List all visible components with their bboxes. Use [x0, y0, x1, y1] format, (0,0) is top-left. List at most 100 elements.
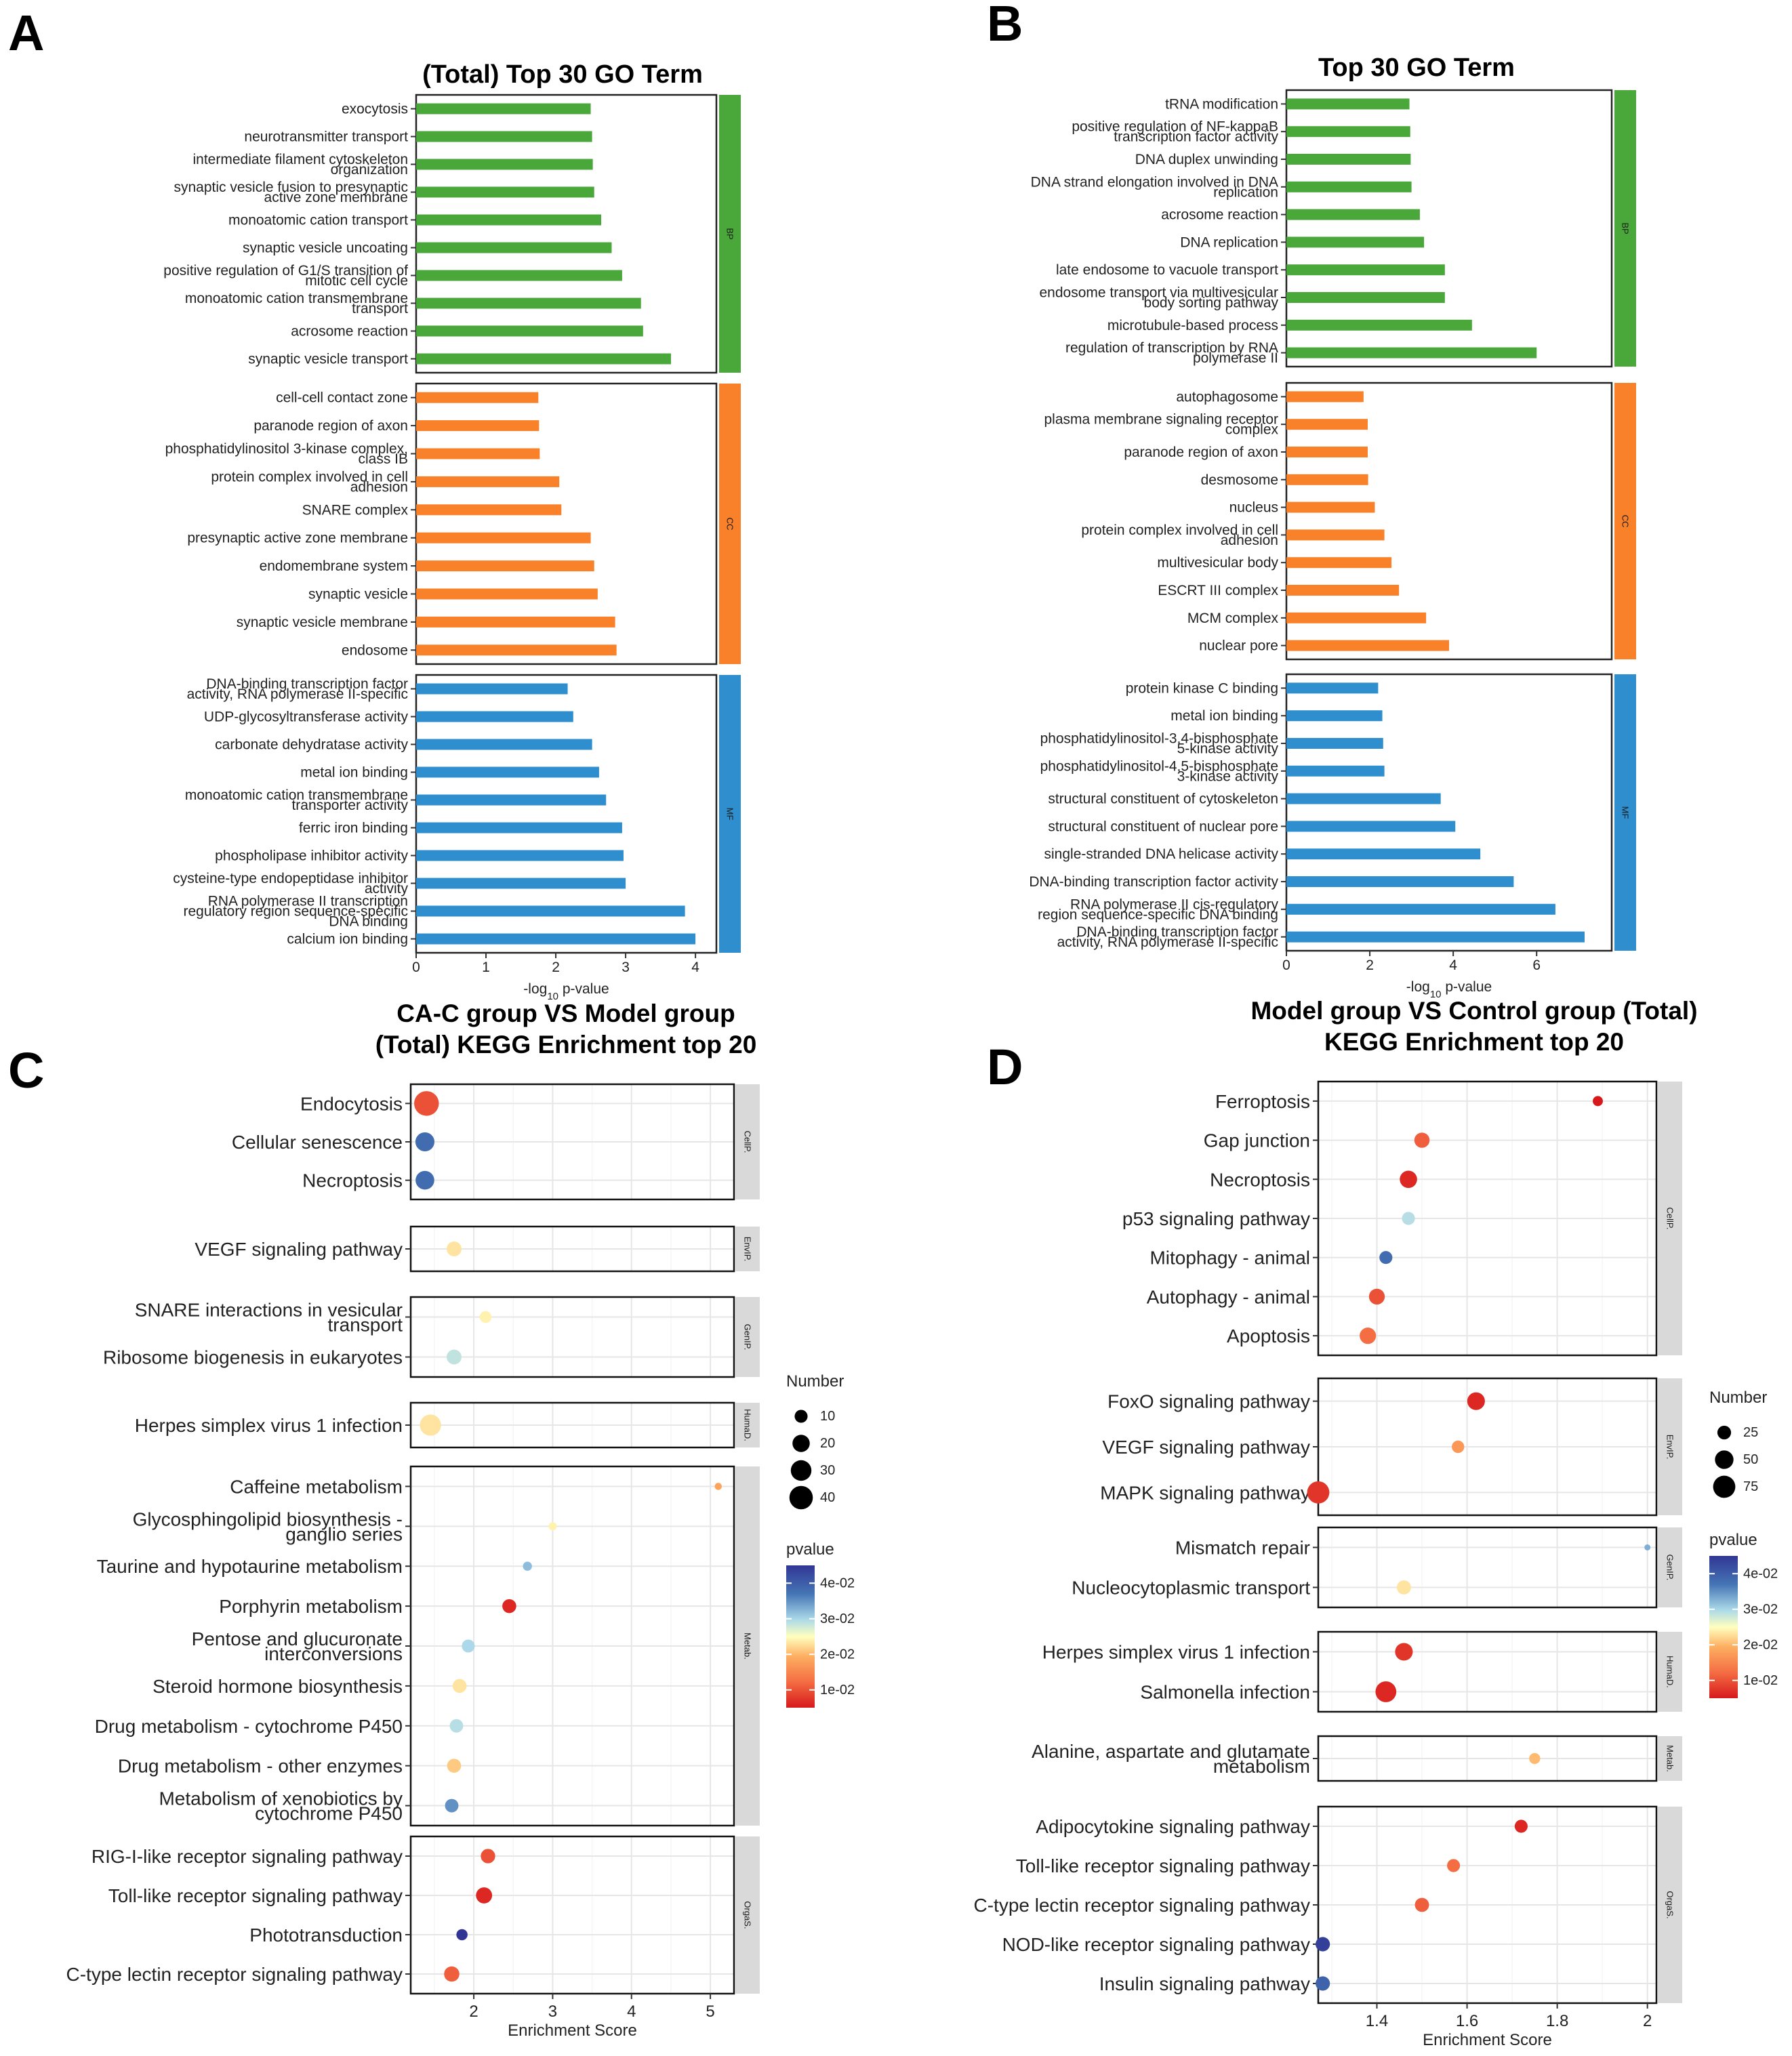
size-legend-label: 75 — [1743, 1479, 1758, 1494]
dot-mitophagy-animal — [1379, 1251, 1393, 1265]
pathway-label-line: Alanine, aspartate and glutamate — [1032, 1741, 1310, 1762]
bar-label: RNA polymerase II transcription regulator… — [183, 893, 408, 929]
x-tick-label: 1.8 — [1546, 2012, 1568, 2030]
bar-label-line: phosphatidylinositol-4,5-bisphosphate — [1040, 758, 1278, 774]
bar-paranode-region-of-axon — [1286, 447, 1368, 457]
facet-strip-label: CellP. — [743, 1130, 753, 1153]
pathway-label-line: Mitophagy - animal — [1149, 1247, 1310, 1268]
bar-label: cysteine-type endopeptidase inhibitor act… — [173, 871, 408, 897]
facet-bp: BP tRNA modification positive regulation o… — [1031, 89, 1636, 368]
facet-mf: MF protein kinase C binding metal ion bind… — [1029, 673, 1636, 952]
pathway-label: Taurine and hypotaurine metabolism — [97, 1556, 403, 1577]
pathway-label: Salmonella infection — [1140, 1681, 1310, 1702]
facet-background — [1318, 1527, 1656, 1607]
x-axis-label: Enrichment Score — [508, 2021, 637, 2040]
pathway-label: RIG-I-like receptor signaling pathway — [91, 1846, 403, 1867]
dot-porphyrin-metabolism — [502, 1599, 516, 1613]
pathway-label: Nucleocytoplasmic transport — [1072, 1577, 1310, 1598]
bar-label: late endosome to vacuole transport — [1056, 262, 1278, 278]
bar-label: phospholipase inhibitor activity — [215, 848, 408, 863]
bar-label: single-stranded DNA helicase activity — [1044, 846, 1279, 862]
x-axis: 2 3 4 5 Enrichment Score — [469, 1994, 715, 2040]
color-legend-label: 3e-02 — [1743, 1602, 1778, 1617]
facet-strip-label: BP — [1621, 222, 1631, 234]
bar-label: monoatomic cation transmembrane transport… — [185, 787, 409, 813]
bar-acrosome-reaction — [1286, 209, 1420, 220]
pathway-label-line: Mismatch repair — [1175, 1537, 1310, 1558]
bar-label-line: multivesicular body — [1157, 555, 1278, 571]
bar-paranode-region-of-axon — [416, 420, 539, 432]
pathway-label: Ferroptosis — [1215, 1090, 1310, 1111]
bar-label-line: acrosome reaction — [291, 323, 408, 339]
x-tick-label: 3 — [622, 960, 630, 975]
chart-title-line: Model group VS Control group (Total) — [1250, 997, 1697, 1025]
bar-label: protein kinase C binding — [1126, 680, 1278, 696]
facet-background — [411, 1836, 734, 1994]
bar-label-line: transporter activity — [291, 798, 408, 813]
facet-strip-label: BP — [725, 228, 735, 239]
facet-strip-label: EnvIP. — [743, 1237, 753, 1262]
bar-label-line: synaptic vesicle transport — [248, 351, 408, 367]
x-axis-label-part: -log — [1406, 979, 1430, 995]
pathway-label: Insulin signaling pathway — [1099, 1973, 1310, 1994]
x-tick-label: 4 — [1449, 958, 1457, 973]
bar-intermediate-filament-cytoskeleton-organization — [416, 159, 593, 170]
panel-a-bar-chart: (Total) Top 30 GO Term BP exocytosis neurot… — [163, 60, 741, 1002]
dot-insulin-signaling-pathway — [1316, 1976, 1330, 1991]
dot-herpes-simplex-virus-1-infection — [1395, 1643, 1413, 1661]
pathway-label: Steroid hormone biosynthesis — [152, 1675, 403, 1696]
bar-presynaptic-active-zone-membrane — [416, 532, 591, 543]
pathway-label-line: Drug metabolism - other enzymes — [118, 1755, 403, 1776]
bar-label-line: ESCRT III complex — [1158, 583, 1278, 598]
bar-label-line: complex — [1225, 422, 1279, 437]
x-tick-label: 1.4 — [1366, 2012, 1388, 2030]
bar-udp-glycosyltransferase-activity — [416, 711, 573, 722]
bar-label-line: body sorting pathway — [1144, 295, 1279, 310]
x-axis-label-part: p-value — [1442, 979, 1492, 995]
bar-label-line: 5-kinase activity — [1177, 741, 1279, 756]
color-legend-label: 4e-02 — [1743, 1566, 1778, 1581]
facet-envip: EnvIP. FoxO signaling pathway VEGF signali… — [1100, 1377, 1682, 1517]
pathway-label-line: Necroptosis — [1210, 1169, 1310, 1190]
bar-label: monoatomic cation transport — [228, 212, 408, 228]
size-legend-key — [789, 1485, 813, 1510]
bar-label-line: protein complex involved in cell — [211, 469, 408, 485]
dot-vegf-signaling-pathway — [1452, 1440, 1465, 1454]
facet-strip-label: HumaD. — [743, 1409, 753, 1441]
dot-phototransduction — [456, 1929, 468, 1941]
bar-carbonate-dehydratase-activity — [416, 739, 592, 750]
pathway-label-line: VEGF signaling pathway — [195, 1239, 403, 1260]
bar-endosome-transport-via-multivesicular-body-sorting-pathway — [1286, 292, 1445, 303]
color-legend-bar — [1709, 1556, 1738, 1698]
bar-label-line: DNA duplex unwinding — [1135, 152, 1278, 167]
bar-label-line: positive regulation of G1/S transition o… — [163, 263, 408, 279]
pathway-label: Caffeine metabolism — [230, 1476, 403, 1497]
pathway-label-line: Drug metabolism - cytochrome P450 — [95, 1715, 403, 1736]
dot-toll-like-receptor-signaling-pathway — [1447, 1859, 1461, 1872]
dot-glycosphingolipid-biosynthesis-ganglio-series — [548, 1522, 557, 1531]
x-axis: 0 2 4 6 -log10 p-value — [1282, 951, 1541, 1000]
chart-title: (Total) Top 30 GO Term — [422, 60, 703, 89]
x-axis: 0 1 2 3 4 -log10 p-value — [412, 953, 699, 1002]
x-axis-label: Enrichment Score — [1423, 2031, 1552, 2049]
bar-trna-modification — [1286, 98, 1410, 110]
x-tick-label: 2 — [1643, 2012, 1652, 2030]
bar-label: exocytosis — [342, 101, 408, 117]
bar-label: RNA polymerase II cis-regulatory region s… — [1038, 897, 1278, 922]
bar-structural-constituent-of-cytoskeleton — [1286, 793, 1441, 804]
bar-label-line: RNA polymerase II transcription — [208, 893, 408, 909]
dot-p53-signaling-pathway — [1402, 1212, 1415, 1225]
dot-nucleocytoplasmic-transport — [1396, 1580, 1411, 1595]
bar-label: synaptic vesicle fusion to presynaptic ac… — [174, 180, 408, 205]
bar-protein-complex-involved-in-cell-adhesion — [1286, 529, 1385, 541]
bar-label-line: acrosome reaction — [1161, 207, 1278, 222]
bar-autophagosome — [1286, 391, 1364, 403]
size-legend-key — [794, 1410, 808, 1423]
pathway-label-line: cytochrome P450 — [255, 1803, 403, 1824]
pathway-label-line: Apoptosis — [1227, 1325, 1310, 1346]
size-legend-label: 10 — [820, 1409, 835, 1424]
pathway-label-line: Porphyrin metabolism — [219, 1596, 403, 1617]
bar-synaptic-vesicle-transport — [416, 353, 672, 365]
facet-envip: EnvIP. VEGF signaling pathway — [195, 1225, 760, 1273]
